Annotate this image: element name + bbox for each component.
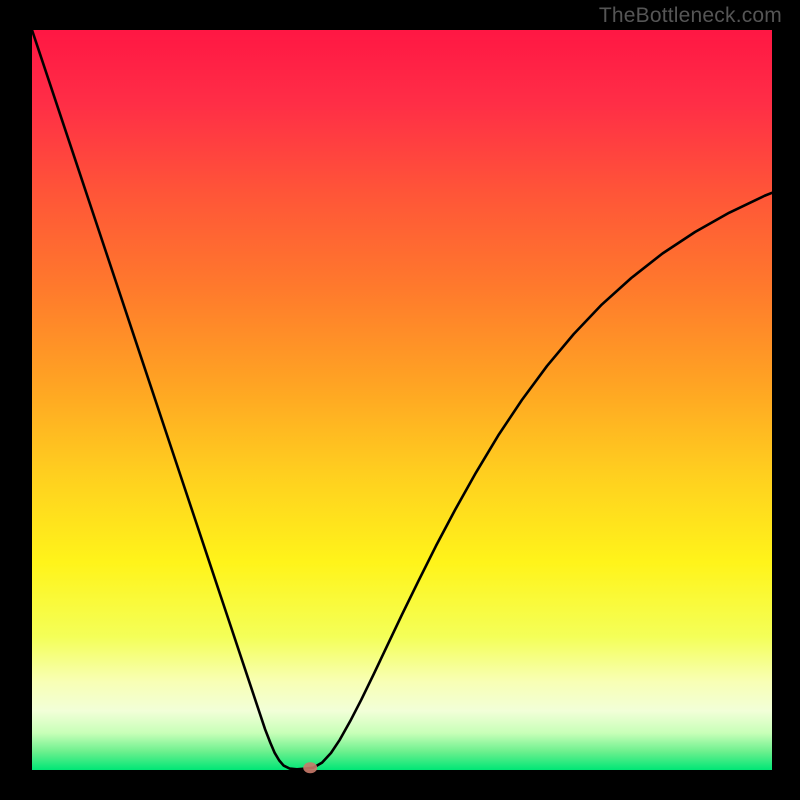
bottleneck-chart xyxy=(0,0,800,800)
minimum-marker xyxy=(303,762,317,773)
chart-stage: TheBottleneck.com xyxy=(0,0,800,800)
plot-background xyxy=(32,30,772,770)
watermark-text: TheBottleneck.com xyxy=(599,4,782,28)
